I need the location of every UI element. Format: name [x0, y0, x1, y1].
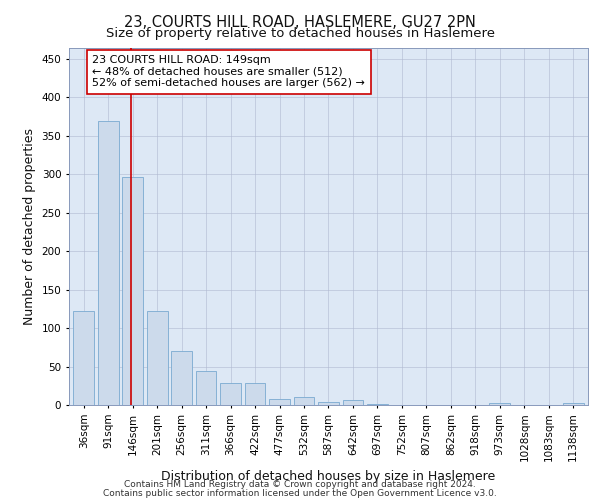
Bar [367, 404, 388, 405]
Bar [490, 404, 510, 405]
Text: Contains HM Land Registry data © Crown copyright and database right 2024.: Contains HM Land Registry data © Crown c… [124, 480, 476, 489]
Text: Size of property relative to detached houses in Haslemere: Size of property relative to detached ho… [106, 28, 494, 40]
Bar [269, 399, 290, 405]
Bar [245, 382, 265, 405]
Text: Contains public sector information licensed under the Open Government Licence v3: Contains public sector information licen… [103, 488, 497, 498]
Text: 23, COURTS HILL ROAD, HASLEMERE, GU27 2PN: 23, COURTS HILL ROAD, HASLEMERE, GU27 2P… [124, 15, 476, 30]
Bar [98, 120, 119, 405]
Bar [122, 176, 143, 405]
Bar [293, 398, 314, 405]
Text: 23 COURTS HILL ROAD: 149sqm
← 48% of detached houses are smaller (512)
52% of se: 23 COURTS HILL ROAD: 149sqm ← 48% of det… [92, 55, 365, 88]
Bar [196, 371, 217, 405]
Y-axis label: Number of detached properties: Number of detached properties [23, 128, 36, 325]
Bar [318, 402, 339, 405]
Bar [147, 311, 167, 405]
Bar [563, 404, 584, 405]
Bar [343, 400, 364, 405]
Bar [73, 311, 94, 405]
Bar [220, 382, 241, 405]
Bar [171, 351, 192, 405]
X-axis label: Distribution of detached houses by size in Haslemere: Distribution of detached houses by size … [161, 470, 496, 482]
